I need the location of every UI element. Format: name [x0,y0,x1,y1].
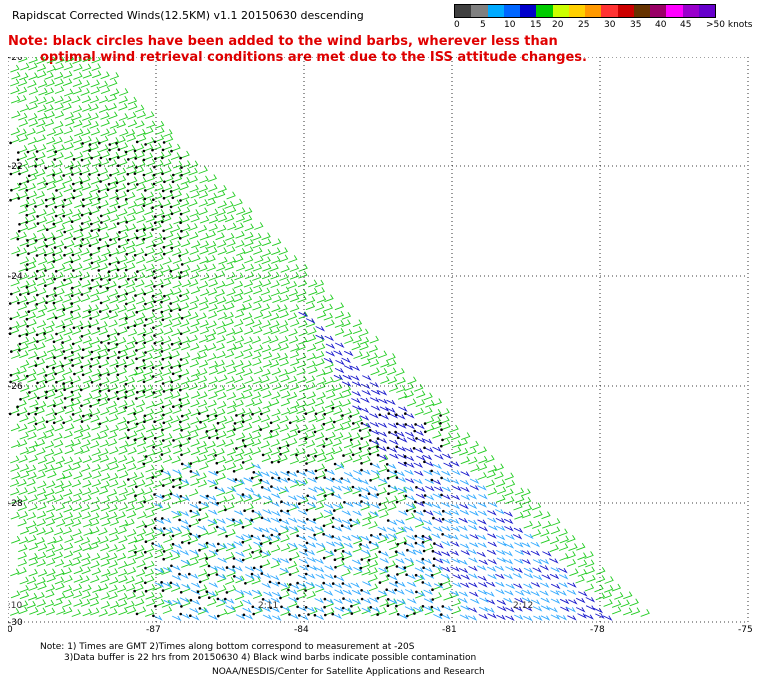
wind-barbs [8,57,650,622]
legend-label: 0 [454,20,460,30]
legend-swatch [471,5,488,17]
legend-label: 5 [480,20,486,30]
latitude-label: -26 [8,382,23,392]
footer-credit: NOAA/NESDIS/Center for Satellite Applica… [212,667,485,677]
legend-swatch [585,5,602,17]
legend-swatch [650,5,667,17]
legend-label: 10 [504,20,516,30]
axis-labels: -20 -22 -24 -26 -28 -30-90 -87 -84 -81 -78 -75 [8,57,753,634]
longitude-label: -75 [738,625,753,634]
legend-label: 45 [680,20,692,30]
wind-speed-color-legend [454,4,716,18]
legend-swatch [666,5,683,17]
legend-labels: 0 5 10 15 20 25 30 35 40 45 >50 knots [454,20,760,32]
swath-time-label: 2:11 [258,601,278,611]
legend-label: >50 knots [706,20,753,30]
legend-label: 15 [530,20,542,30]
wind-barb-map: -20 -22 -24 -26 -28 -30-90 -87 -84 -81 -78 -75 2:1… [8,57,753,634]
swath-time-label: 2:10 [8,601,22,611]
legend-label: 35 [630,20,642,30]
legend-swatch [601,5,618,17]
legend-label: 30 [604,20,616,30]
lat-lon-grid [8,57,749,623]
longitude-label: -78 [590,625,605,634]
legend-swatch [698,5,715,17]
attitude-note: Note: black circles have been added to t… [8,34,587,66]
longitude-label: -87 [146,625,161,634]
legend-swatch [552,5,569,17]
legend-swatch [617,5,634,17]
legend-swatch [455,5,472,17]
legend-swatch [682,5,699,17]
footer-note-2: 3)Data buffer is 22 hrs from 20150630 4)… [64,653,477,663]
swath-time-label: 2:12 [513,601,533,611]
legend-swatch [487,5,504,17]
latitude-label: -22 [8,162,23,172]
legend-swatch [568,5,585,17]
image-title: Rapidscat Corrected Winds(12.5KM) v1.1 2… [12,9,364,22]
legend-label: 40 [655,20,667,30]
latitude-label: -20 [8,57,23,63]
time-labels: 2:10 2:11 2:12 [8,601,533,611]
wind-barb-group [9,57,650,617]
legend-swatch [536,5,553,17]
latitude-label: -30 [8,618,23,628]
longitude-label: -84 [294,625,309,634]
wind-barb-group [152,463,577,622]
longitude-label: -81 [442,625,457,634]
footer-note-1: Note: 1) Times are GMT 2)Times along bot… [40,642,415,652]
latitude-label: -28 [8,499,23,509]
legend-label: 25 [578,20,590,30]
longitude-label: -90 [8,625,13,634]
note-line-1: Note: black circles have been added to t… [8,34,558,49]
legend-swatch [503,5,520,17]
legend-swatch [520,5,537,17]
legend-swatch [633,5,650,17]
legend-label: 20 [552,20,564,30]
note-line-2: optimal wind retrieval conditions are me… [40,50,587,65]
wind-barb-group [298,311,613,621]
latitude-label: -24 [8,272,23,282]
